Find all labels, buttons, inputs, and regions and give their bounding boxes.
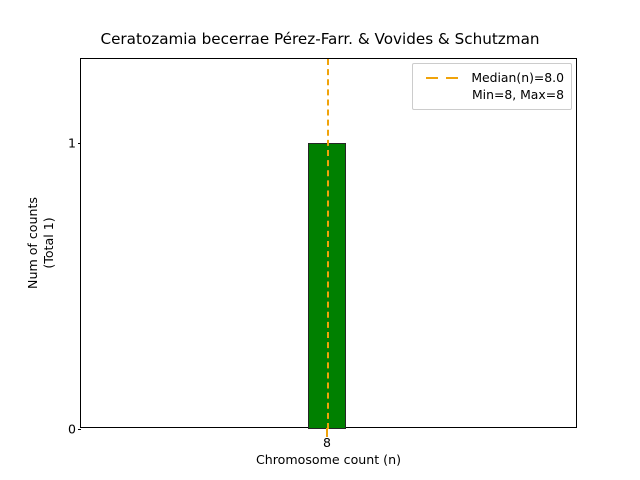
legend-label-median: Median(n)=8.0 <box>471 70 564 85</box>
plot-area: 0 1 8 <box>68 58 577 450</box>
legend-entry-minmax: Min=8, Max=8 <box>420 86 564 103</box>
ytick-label-1: 1 <box>68 135 76 151</box>
y-axis-label-main: Num of counts <box>25 197 40 289</box>
ytick-mark-0 <box>77 429 81 430</box>
y-axis-label-total: (Total 1) <box>41 217 56 269</box>
legend-entry-median: Median(n)=8.0 <box>420 69 564 86</box>
ytick-label-0: 0 <box>68 421 76 437</box>
chart-legend: Median(n)=8.0 Min=8, Max=8 <box>412 63 572 110</box>
xtick-label-8: 8 <box>323 435 331 450</box>
y-axis-label: Num of counts (Total 1) <box>25 197 57 289</box>
dashed-line-icon <box>426 72 462 84</box>
median-line-tick-overflow <box>325 428 328 437</box>
legend-label-minmax: Min=8, Max=8 <box>471 87 564 102</box>
ytick-mark-1 <box>77 143 81 144</box>
chart-title: Ceratozamia becerrae Pérez-Farr. & Vovid… <box>100 30 540 48</box>
x-axis-label: Chromosome count (n) <box>256 452 401 467</box>
y-axis-label-wrap: Num of counts (Total 1) <box>24 58 58 428</box>
median-line <box>326 59 329 429</box>
